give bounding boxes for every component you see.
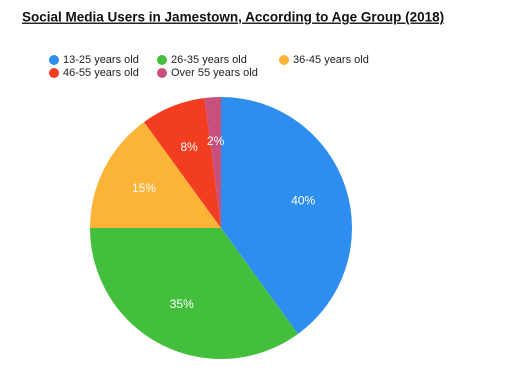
pie-slice bbox=[221, 97, 352, 334]
legend-label: 46-55 years old bbox=[63, 67, 139, 79]
pie-slice bbox=[144, 98, 221, 228]
slice-label: 35% bbox=[170, 297, 194, 311]
pie-slice bbox=[204, 97, 221, 228]
legend-marker bbox=[279, 55, 289, 65]
legend-marker bbox=[157, 55, 167, 65]
slice-label: 15% bbox=[132, 181, 156, 195]
legend-marker bbox=[49, 68, 59, 78]
legend-marker bbox=[49, 55, 59, 65]
legend-label: 13-25 years old bbox=[63, 54, 139, 66]
slice-label: 2% bbox=[207, 134, 225, 148]
pie-slice bbox=[90, 122, 221, 228]
legend-label: 36-45 years old bbox=[293, 54, 369, 66]
legend-label: 26-35 years old bbox=[171, 54, 247, 66]
slice-label: 40% bbox=[291, 193, 315, 207]
legend-label: Over 55 years old bbox=[171, 67, 258, 79]
slice-label: 8% bbox=[181, 140, 199, 154]
legend-marker bbox=[157, 68, 167, 78]
chart-title: Social Media Users in Jamestown, Accordi… bbox=[22, 10, 444, 25]
pie-slice bbox=[90, 228, 298, 359]
